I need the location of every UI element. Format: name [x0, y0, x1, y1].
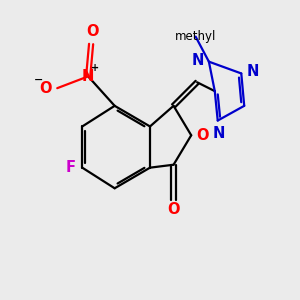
Text: N: N: [213, 126, 225, 141]
Text: O: O: [196, 128, 209, 143]
Text: N: N: [82, 69, 94, 84]
Text: −: −: [33, 75, 43, 85]
Text: +: +: [92, 63, 100, 73]
Text: O: O: [40, 81, 52, 96]
Text: O: O: [86, 24, 99, 39]
Text: F: F: [66, 160, 76, 175]
Text: N: N: [191, 53, 204, 68]
Text: methyl: methyl: [175, 30, 216, 43]
Text: N: N: [247, 64, 259, 80]
Text: O: O: [167, 202, 180, 217]
